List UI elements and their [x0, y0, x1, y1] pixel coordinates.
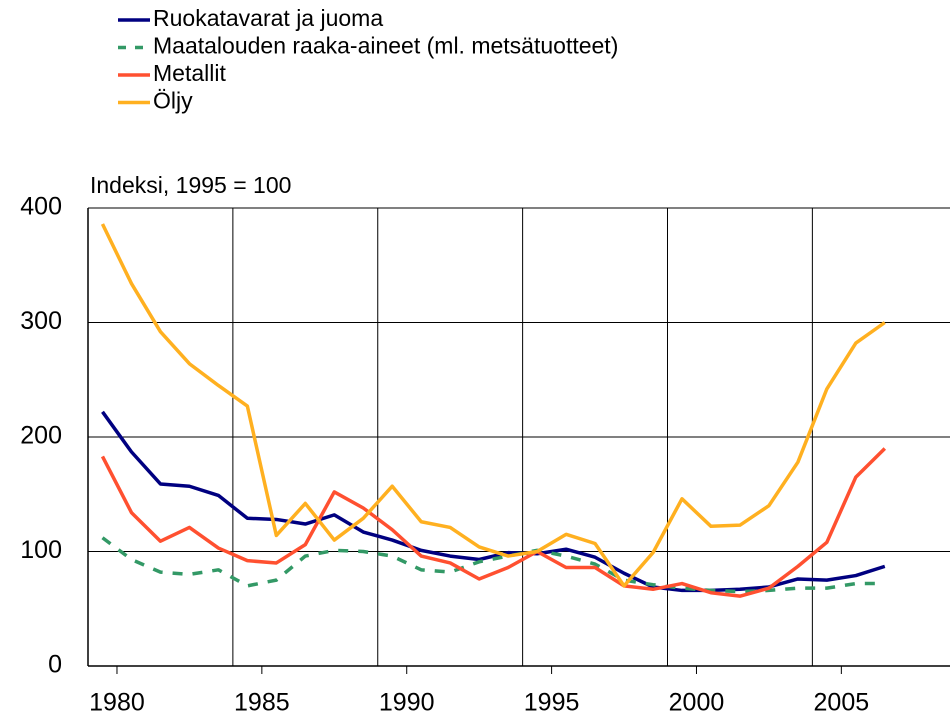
- y-tick-label: 400: [20, 193, 62, 221]
- series-line: [100, 223, 886, 588]
- series-line: [101, 536, 885, 594]
- series-line: [101, 410, 886, 593]
- x-tick-label: 1995: [524, 689, 580, 717]
- x-tick-label: 1990: [379, 689, 435, 717]
- legend-label: Ruokatavarat ja juoma: [153, 5, 383, 31]
- x-tick-label: 2005: [814, 689, 870, 717]
- y-tick-label: 100: [20, 536, 62, 564]
- y-tick-label: 300: [20, 307, 62, 335]
- legend-label: Öljy: [153, 88, 193, 114]
- x-tick-label: 1985: [234, 689, 290, 717]
- y-tick-label: 0: [48, 651, 62, 679]
- y-tick-label: 200: [20, 422, 62, 450]
- x-tick-label: 1980: [89, 689, 145, 717]
- x-tick-label: 2000: [669, 689, 725, 717]
- legend-label: Metallit: [153, 60, 226, 86]
- series-line: [100, 447, 887, 598]
- y-axis-label: Indeksi, 1995 = 100: [90, 172, 291, 198]
- legend-label: Maatalouden raaka-aineet (ml. metsätuott…: [153, 33, 618, 59]
